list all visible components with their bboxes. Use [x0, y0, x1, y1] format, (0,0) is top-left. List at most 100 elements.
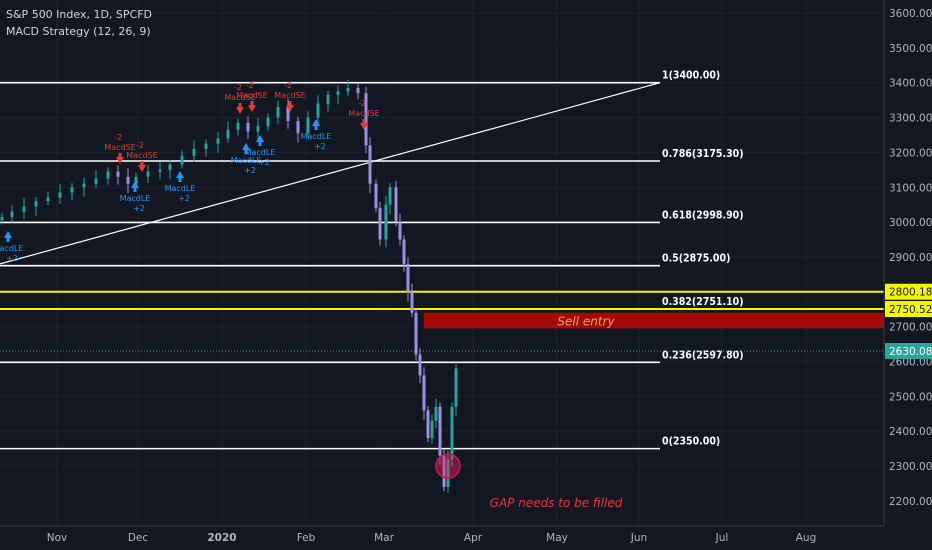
long-arrow-stem [6, 238, 10, 242]
price-axis-label: 3600.00 [889, 8, 932, 20]
sell-zone-label: Sell entry [557, 315, 615, 329]
long-signal-qty: +2 [133, 204, 145, 213]
price-tags: 2800.18 2750.52 2630.08 [885, 283, 932, 360]
price-axis-label: 2300.00 [889, 461, 932, 473]
candle-body [116, 171, 120, 177]
annotations: GAP needs to be filled [435, 453, 623, 510]
fib-level-label: 0.786(3175.30) [662, 148, 744, 160]
long-arrow-stem [244, 150, 248, 154]
candle-body [442, 455, 446, 487]
price-tag-bg [885, 283, 932, 300]
long-arrow-stem [258, 142, 262, 146]
candle-body [406, 263, 410, 292]
candle-body [236, 122, 240, 130]
candle-body [146, 171, 150, 177]
candle-body [226, 129, 230, 139]
time-axis-label: Nov [47, 532, 68, 544]
price-tag-label: 2630.08 [889, 346, 932, 358]
time-axis-label: Feb [297, 532, 316, 544]
time-axis-label: May [546, 532, 568, 544]
price-axis-label: 2400.00 [889, 426, 932, 438]
fib-level-label: 1(3400.00) [662, 70, 720, 82]
price-axis-label: 2700.00 [889, 322, 932, 334]
short-arrow-stem [140, 161, 144, 165]
candle-body [286, 107, 290, 122]
time-axis[interactable]: Nov Dec 2020 Feb Mar Apr May Jun Jul Aug [0, 525, 884, 544]
trend-line-segment [0, 82, 661, 265]
short-arrow-stem [118, 153, 122, 157]
short-signal-qty: -2 [136, 141, 144, 150]
price-axis-label: 3000.00 [889, 217, 932, 229]
long-signal-label: MacdLE [0, 244, 23, 253]
short-arrow-icon [286, 105, 294, 112]
candle-body [296, 121, 300, 134]
candle-body [192, 148, 196, 156]
price-axis-label: 3200.00 [889, 147, 932, 159]
candle-body [82, 183, 86, 188]
price-axis[interactable]: 3600.00 3500.00 3400.00 3300.00 3200.00 3100.… [883, 0, 932, 550]
short-signal-label: MacdSE [236, 91, 267, 100]
long-arrow-icon [131, 181, 139, 188]
candle-body [180, 155, 184, 165]
short-arrow-stem [362, 119, 366, 123]
gap-note-label: GAP needs to be filled [490, 496, 623, 510]
long-signal-label: MacdLE [120, 194, 151, 203]
candle-body [34, 201, 38, 207]
fib-level-label: 0.382(2751.10) [662, 296, 744, 308]
candle-body [450, 406, 454, 460]
candle-body [0, 216, 4, 221]
study-title[interactable]: MACD Strategy (12, 26, 9) [6, 25, 151, 38]
short-signal-label: MacdSE [126, 151, 157, 160]
trend-line[interactable] [0, 82, 661, 265]
short-signal-qty: -2 [284, 81, 292, 90]
short-signal-label: MacdSE [274, 91, 305, 100]
short-arrow-stem [288, 101, 292, 105]
time-axis-label: Mar [374, 532, 394, 544]
price-axis-bg [884, 0, 932, 550]
long-arrow-icon [312, 119, 320, 126]
fib-level-label: 0.5(2875.00) [662, 253, 730, 265]
time-axis-label: Jun [630, 532, 647, 544]
candle-body [438, 406, 442, 456]
candle-body [204, 143, 208, 149]
long-signal-qty: +2 [6, 254, 18, 263]
symbol-title[interactable]: S&P 500 Index, 1D, SPCFD [6, 8, 153, 21]
short-arrow-icon [236, 107, 244, 114]
candle-body [158, 169, 162, 172]
price-axis-label: 2600.00 [889, 357, 932, 369]
time-axis-label: Aug [796, 532, 817, 544]
candle-body [58, 192, 62, 198]
price-axis-label: 3400.00 [889, 78, 932, 90]
candle-body [394, 187, 398, 223]
sell-zone-box [424, 312, 884, 329]
long-signal-qty: +2 [314, 142, 326, 151]
candle-body [446, 459, 450, 487]
candle-body [10, 211, 14, 217]
candle-body [418, 354, 422, 376]
short-arrow-icon [116, 157, 124, 164]
long-arrow-icon [242, 143, 250, 150]
long-signal-label: MacdLE [231, 156, 262, 165]
long-signal-qty: +2 [244, 166, 256, 175]
short-signal-qty: -2 [246, 81, 254, 90]
short-signal-qty: -2 [114, 133, 122, 142]
price-tag-bg [885, 343, 932, 360]
long-arrow-stem [133, 188, 137, 192]
time-axis-label: Dec [128, 532, 149, 544]
price-tag-label: 2800.18 [889, 287, 932, 299]
fib-retracement[interactable]: 1(3400.00) 0.786(3175.30) 0.618(2998.90) 0.… [0, 70, 884, 450]
chart-legend: S&P 500 Index, 1D, SPCFD MACD Strategy (… [6, 6, 152, 40]
candle-body [316, 103, 320, 118]
fib-level-label: 0(2350.00) [662, 436, 720, 448]
candle-body [276, 107, 280, 118]
long-arrow-icon [176, 171, 184, 178]
sell-zone: Sell entry [424, 312, 884, 329]
time-axis-label: 2020 [207, 532, 236, 544]
candle-body [368, 145, 372, 184]
grid-lines [0, 0, 884, 526]
long-arrow-stem [178, 178, 182, 182]
candle-body [346, 87, 350, 92]
candle-body [306, 117, 310, 134]
